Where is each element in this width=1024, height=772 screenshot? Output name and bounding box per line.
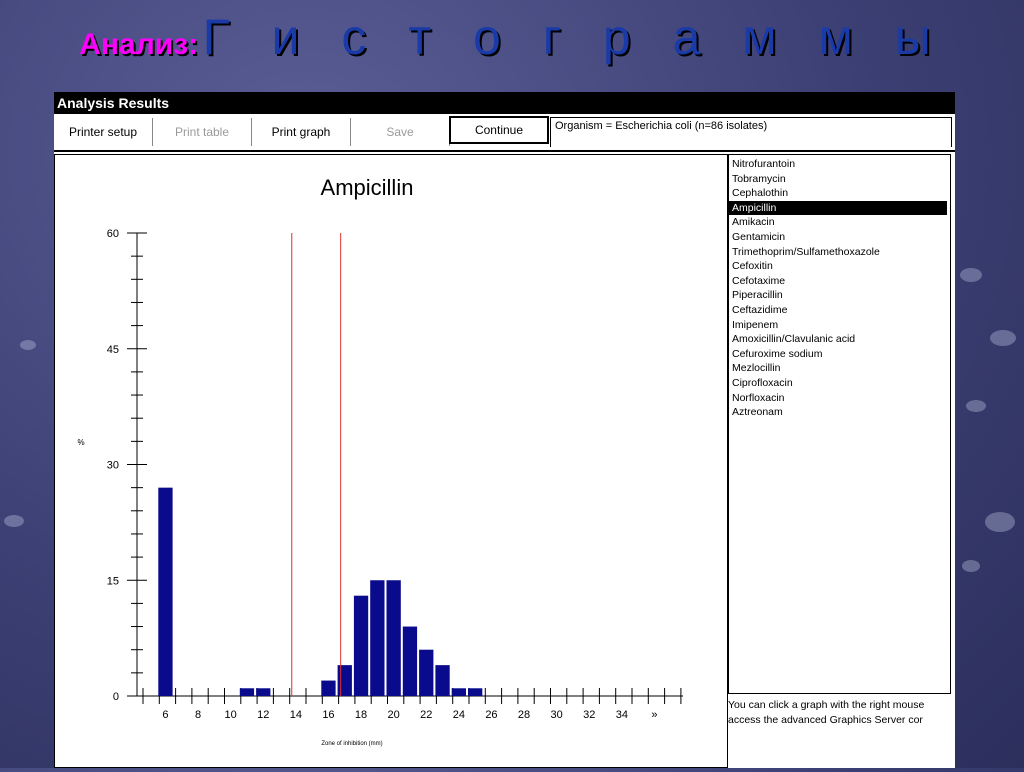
decorative-orb	[20, 340, 36, 350]
histogram-bar	[239, 688, 255, 696]
y-tick-label: 0	[113, 691, 119, 703]
slide-title-main: Г и с т о г р а м м ы	[202, 9, 945, 65]
x-tick-label: 14	[290, 709, 302, 721]
decorative-orb	[962, 560, 980, 572]
analysis-results-window: Analysis Results Printer setup Print tab…	[54, 92, 955, 768]
x-tick-label: 16	[322, 709, 334, 721]
hint-line-2: access the advanced Graphics Server cor	[728, 713, 923, 726]
print-graph-button[interactable]: Print graph	[252, 118, 351, 146]
y-tick-label: 15	[107, 575, 119, 587]
y-tick-labels: 0 15 30 45 60	[107, 228, 119, 703]
x-tick-label: 28	[518, 709, 530, 721]
decorative-orb	[990, 330, 1016, 346]
x-tick-label: 12	[257, 709, 269, 721]
x-axis-label: Zone of inhibition (mm)	[321, 741, 382, 747]
x-tick-label: 32	[583, 709, 595, 721]
toolbar: Printer setup Print table Print graph Sa…	[54, 114, 955, 152]
drug-list-item[interactable]: Amikacin	[732, 216, 775, 229]
drug-list-item[interactable]: Cefoxitin	[732, 260, 773, 273]
x-tick-labels: 6 8 10 12 14 16 18 20 22 24 26 28 30 32 34 »	[162, 709, 657, 721]
histogram-bar	[419, 649, 434, 696]
drug-list-item[interactable]: Piperacillin	[732, 289, 783, 302]
decorative-orb	[4, 515, 24, 527]
chart-axes	[127, 232, 683, 704]
breakpoint-lines	[291, 233, 342, 696]
drug-list-item[interactable]: Nitrofurantoin	[732, 158, 796, 170]
drug-list-item[interactable]: Aztreonam	[732, 406, 783, 419]
histogram-bar	[468, 688, 483, 696]
save-button[interactable]: Save	[351, 118, 450, 146]
y-axis-label: %	[77, 438, 84, 447]
decorative-orb	[960, 268, 982, 282]
histogram-bar	[402, 626, 418, 696]
x-tick-label: 24	[453, 709, 465, 721]
drug-list-item[interactable]: Ampicillin	[729, 200, 947, 216]
x-tick-label: 6	[162, 709, 168, 721]
antibiotic-list[interactable]: Nitrofurantoin Tobramycin Cephalothin Ampic…	[728, 154, 951, 694]
histogram-bar	[370, 580, 385, 696]
drug-list-item[interactable]: Mezlocillin	[732, 362, 781, 375]
histogram-bar	[337, 665, 352, 696]
chart-panel[interactable]: Ampicillin % Zone of inhibition (mm) 0 15…	[54, 154, 728, 768]
decorative-orb	[966, 400, 986, 412]
drug-list-item[interactable]: Gentamicin	[732, 230, 786, 243]
organism-info: Organism = Escherichia coli (n=86 isolat…	[550, 117, 952, 147]
hint-line-1: You can click a graph with the right mou…	[728, 699, 925, 711]
histogram-chart[interactable]: Ampicillin % Zone of inhibition (mm) 0 15…	[55, 155, 727, 767]
y-tick-label: 30	[107, 460, 119, 472]
x-tick-label: 30	[551, 709, 563, 721]
x-tick-label: 8	[195, 709, 201, 721]
x-tick-label: 18	[355, 709, 367, 721]
continue-button[interactable]: Continue	[449, 116, 549, 144]
x-tick-label: 10	[225, 709, 237, 721]
histogram-bar	[435, 665, 450, 696]
slide-title-prefix: Анализ:	[79, 28, 199, 61]
histogram-bar	[321, 680, 336, 696]
x-tick-label: »	[651, 709, 657, 721]
drug-list-item[interactable]: Cephalothin	[732, 187, 789, 200]
printer-setup-button[interactable]: Printer setup	[54, 118, 153, 146]
drug-list-item[interactable]: Cefuroxime sodium	[732, 347, 823, 360]
drug-list-item[interactable]: Trimethoprim/Sulfamethoxazole	[732, 245, 880, 258]
drug-list-item[interactable]: Ciprofloxacin	[732, 376, 793, 389]
drug-list-item[interactable]: Tobramycin	[732, 172, 786, 185]
hint-text: You can click a graph with the right mou…	[728, 698, 955, 738]
x-tick-label: 20	[388, 709, 400, 721]
window-title-bar: Analysis Results	[54, 92, 955, 114]
y-tick-label: 60	[107, 228, 119, 240]
x-tick-label: 34	[616, 709, 628, 721]
histogram-bar	[386, 580, 401, 696]
histogram-bar	[353, 595, 369, 696]
drug-list-item[interactable]: Imipenem	[732, 318, 779, 331]
slide-title: Анализ: Г и с т о г р а м м ы	[0, 8, 1024, 66]
chart-bars	[158, 487, 483, 696]
drug-list-item[interactable]: Ceftazidime	[732, 303, 788, 316]
histogram-bar	[256, 688, 271, 696]
print-table-button[interactable]: Print table	[153, 118, 252, 146]
x-tick-label: 26	[485, 709, 497, 721]
histogram-bar	[158, 487, 173, 696]
drug-list-item[interactable]: Norfloxacin	[732, 391, 785, 404]
decorative-orb	[985, 512, 1015, 532]
histogram-bar	[451, 688, 466, 696]
chart-title: Ampicillin	[321, 175, 414, 200]
drug-list-item[interactable]: Amoxicillin/Clavulanic acid	[732, 333, 856, 346]
y-tick-label: 45	[107, 344, 119, 356]
drug-list-item[interactable]: Cefotaxime	[732, 274, 786, 287]
x-tick-label: 22	[420, 709, 432, 721]
